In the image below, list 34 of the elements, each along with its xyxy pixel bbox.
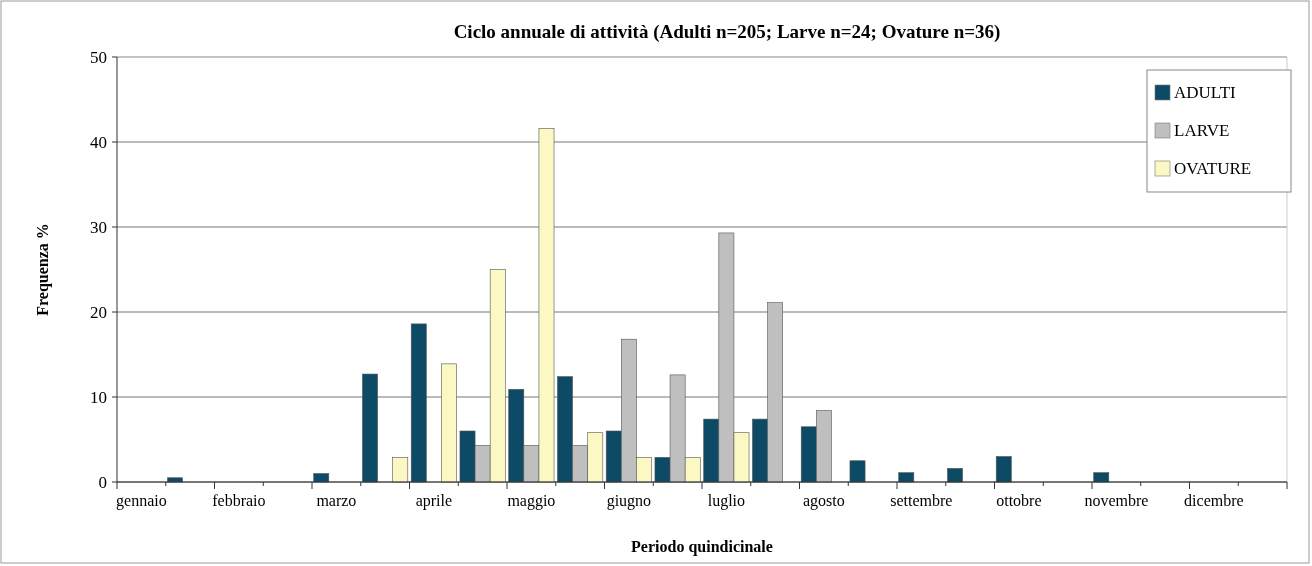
chart-title: Ciclo annuale di attività (Adulti n=205; Larve n=24; Ovature n=36) bbox=[453, 21, 1001, 43]
bar bbox=[392, 457, 409, 483]
y-tick-label: 20 bbox=[90, 302, 107, 322]
y-tick-label: 30 bbox=[90, 217, 107, 237]
x-tick-label: luglio bbox=[707, 492, 746, 510]
x-tick-label: giugno bbox=[606, 492, 652, 510]
bar bbox=[1093, 472, 1110, 483]
bar bbox=[849, 460, 866, 483]
bar bbox=[441, 363, 457, 483]
y-tick-label: 10 bbox=[90, 387, 107, 407]
x-tick-label: aprile bbox=[415, 492, 453, 510]
x-tick-label: maggio bbox=[507, 492, 556, 510]
legend-label: ADULTI bbox=[1174, 82, 1237, 102]
legend-label: LARVE bbox=[1174, 120, 1230, 140]
x-tick-label: febbraio bbox=[212, 492, 266, 509]
bar bbox=[313, 473, 330, 483]
bar bbox=[362, 373, 378, 483]
x-tick-label: gennaio bbox=[116, 492, 167, 510]
x-tick-label: settembre bbox=[890, 492, 953, 509]
x-tick-label: marzo bbox=[316, 492, 357, 509]
y-tick-label: 50 bbox=[90, 47, 107, 67]
x-tick-label: ottobre bbox=[996, 492, 1042, 509]
x-axis-title: Periodo quindicinale bbox=[631, 538, 773, 556]
x-tick-label: dicembre bbox=[1184, 492, 1244, 509]
x-tick-label: agosto bbox=[802, 492, 845, 510]
y-tick-label: 0 bbox=[98, 472, 107, 492]
bar bbox=[947, 468, 963, 483]
legend-label: OVATURE bbox=[1174, 158, 1252, 178]
bar bbox=[410, 323, 427, 483]
bar bbox=[898, 472, 915, 483]
x-tick-label: novembre bbox=[1084, 492, 1149, 509]
y-tick-label: 40 bbox=[90, 132, 107, 152]
bar bbox=[995, 456, 1012, 483]
y-axis-title: Frequenza % bbox=[34, 223, 52, 316]
